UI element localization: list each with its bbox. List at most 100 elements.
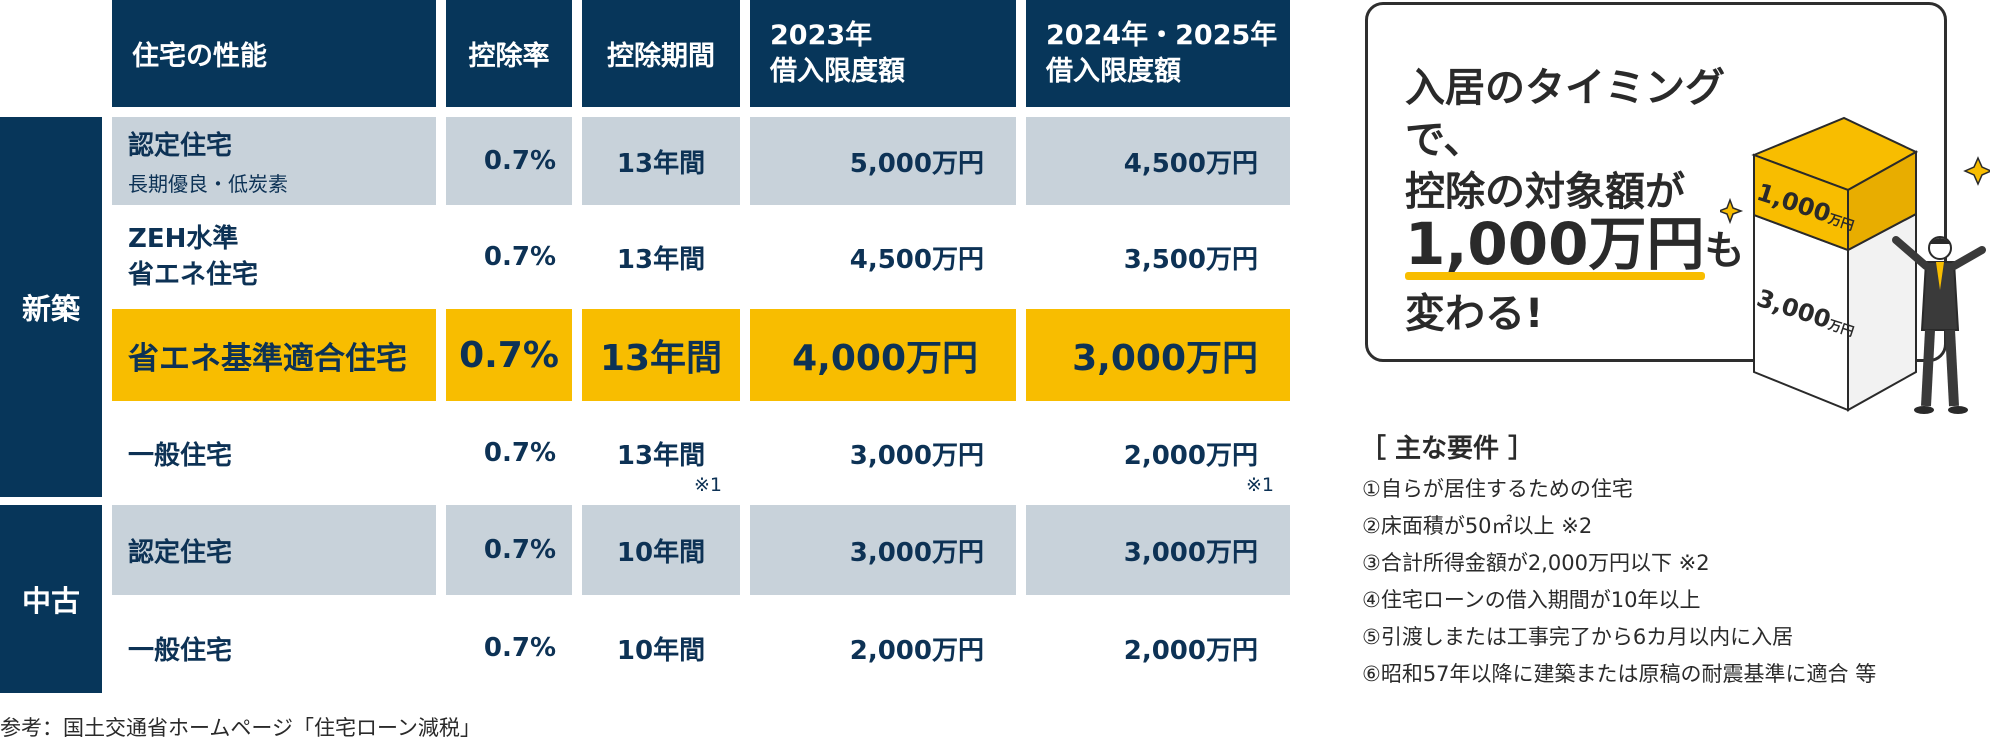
row-5-rate: 0.7% — [446, 505, 572, 595]
row-4-period-value: 13年間 — [616, 440, 706, 471]
header-limit-2023-line1: 2023年 — [770, 19, 873, 51]
row-4-limit-2024: 2,000万円 — [1026, 409, 1290, 497]
row-2-name-line1: ZEH水準 — [128, 224, 239, 254]
row-4-rate-value: 0.7% — [483, 438, 556, 468]
row-6-limit-2023: 2,000万円 — [750, 603, 1016, 693]
row-6-period: 10年間 — [582, 603, 740, 693]
header-limit-2024: 2024年・2025年 借入限度額 — [1026, 0, 1290, 107]
requirement-item: ①自らが居住するための住宅 — [1362, 477, 1633, 501]
sparkle-icon — [1963, 156, 1990, 186]
row-3-period-value: 13年間 — [599, 338, 723, 379]
row-4-name-label: 一般住宅 — [128, 440, 233, 471]
section-new: 新築 — [0, 117, 102, 497]
row-5-gap-b — [572, 505, 582, 595]
row-5-limit-2023-value: 3,000万円 — [849, 537, 984, 568]
row-3-limit-2023-value: 4,000万円 — [792, 338, 978, 379]
source-note-text: 参考：国土交通省ホームページ「住宅ローン減税」 — [0, 716, 481, 740]
row-6-rate-value: 0.7% — [483, 633, 556, 663]
row-5-gap-d — [1016, 505, 1026, 595]
source-note: 参考：国土交通省ホームページ「住宅ローン減税」 — [0, 712, 481, 742]
row-4-limit-2023: 3,000万円 — [750, 409, 1016, 497]
row-4-limit-2023-value: 3,000万円 — [849, 440, 984, 471]
header-rate: 控除率 — [446, 0, 572, 107]
callout-line3: 1,000万円も — [1405, 215, 1745, 288]
row-3-limit-2024-value: 3,000万円 — [1072, 338, 1258, 379]
row-5-limit-2024-value: 3,000万円 — [1123, 537, 1258, 568]
row-2-name-cell: ZEH水準 省エネ住宅 — [128, 213, 428, 301]
header-limit-2023-line2: 借入限度額 — [770, 55, 905, 87]
callout-text: 入居のタイミングで、 控除の対象額が 1,000万円も 変わる! — [1405, 62, 1745, 340]
row-1-name — [112, 117, 1290, 205]
row-6-limit-2024-value: 2,000万円 — [1123, 635, 1258, 666]
row-3-rate: 0.7% — [446, 309, 572, 401]
row-6-rate: 0.7% — [446, 603, 572, 693]
row-5-band — [112, 505, 1290, 595]
requirements-title-text: ［ 主な要件 ］ — [1360, 434, 1535, 464]
row-5-limit-2023: 3,000万円 — [750, 505, 1016, 595]
row-1-name-cell: 認定住宅 長期優良・低炭素 — [128, 117, 428, 205]
row-6-limit-2023-value: 2,000万円 — [849, 635, 984, 666]
row-1-limit-2023: 5,000万円 — [750, 117, 1016, 205]
row-2-name-line2: 省エネ住宅 — [128, 260, 259, 290]
row-2-rate-value: 0.7% — [483, 242, 556, 272]
row-6-name: 一般住宅 — [112, 603, 436, 693]
header-limit-2024-line2: 借入限度額 — [1046, 55, 1181, 87]
requirement-item: ⑥昭和57年以降に建築または原稿の耐震基準に適合 等 — [1362, 662, 1877, 686]
row-2-rate: 0.7% — [446, 213, 572, 301]
businessman-illustration — [1892, 236, 1986, 414]
row-2-limit-2023-value: 4,500万円 — [849, 244, 984, 275]
row-6-limit-2024: 2,000万円 — [1026, 603, 1290, 693]
section-used: 中古 — [0, 505, 102, 693]
requirement-item: ⑤引渡しまたは工事完了から6カ月以内に入居 — [1362, 625, 1794, 649]
row-3-period: 13年間 — [582, 309, 740, 401]
row-1-sub-label: 長期優良・低炭素 — [128, 172, 288, 196]
row-2-limit-2024: 3,500万円 — [1026, 213, 1290, 301]
header-performance-label: 住宅の性能 — [132, 41, 267, 72]
row-5-period-value: 10年間 — [616, 537, 706, 568]
row-1-limit-2024: 4,500万円 — [1026, 117, 1290, 205]
row-3-rate-value: 0.7% — [459, 334, 559, 376]
header-limit-2023: 2023年 借入限度額 — [750, 0, 1016, 107]
sparkle-icon — [1720, 197, 1744, 225]
row-5-rate-value: 0.7% — [483, 535, 556, 565]
row-3-limit-2023: 4,000万円 — [750, 309, 1016, 401]
requirement-item: ④住宅ローンの借入期間が10年以上 — [1362, 588, 1701, 612]
requirement-item: ③合計所得金額が2,000万円以下 ※2 — [1362, 551, 1710, 575]
row-2-period: 13年間 — [582, 213, 740, 301]
row-6-period-value: 10年間 — [616, 635, 706, 666]
row-4-limit-footnote: ※1 — [1246, 474, 1274, 496]
row-1-rate-value: 0.7% — [483, 146, 556, 176]
row-3-name: 省エネ基準適合住宅 — [112, 309, 436, 401]
row-1-limit-2024-value: 4,500万円 — [1123, 148, 1258, 179]
box-illustration — [1720, 116, 1990, 414]
row-2-period-value: 13年間 — [616, 244, 706, 275]
footnote-mark-limit: ※1 — [1246, 474, 1275, 496]
requirements-title: ［ 主な要件 ］ — [1360, 428, 1534, 465]
row-1-gap-a — [436, 117, 446, 205]
callout-line1: 入居のタイミングで、 — [1405, 65, 1725, 163]
footnote-mark-period: ※1 — [694, 474, 723, 496]
row-5-name-label: 認定住宅 — [128, 537, 233, 568]
row-3-name-label: 省エネ基準適合住宅 — [128, 340, 407, 377]
row-3-limit-2024: 3,000万円 — [1026, 309, 1290, 401]
requirement-item: ②床面積が50㎡以上 ※2 — [1362, 514, 1593, 538]
section-used-label: 中古 — [21, 584, 80, 618]
row-1-name-label: 認定住宅 — [128, 131, 233, 161]
callout-suffix: も — [1704, 228, 1745, 274]
row-5-gap-a — [436, 505, 446, 595]
row-4-limit-2024-value: 2,000万円 — [1123, 440, 1258, 471]
callout-line4: 変わる! — [1405, 291, 1544, 337]
row-1-gap-c — [740, 117, 750, 205]
row-1-gap-d — [1016, 117, 1026, 205]
row-4-period: 13年間 — [582, 409, 740, 497]
header-performance: 住宅の性能 — [112, 0, 436, 107]
header-period-label: 控除期間 — [607, 41, 715, 72]
row-1-gap-b — [572, 117, 582, 205]
callout-line2: 控除の対象額が — [1405, 169, 1685, 215]
callout-underline — [1405, 272, 1705, 280]
row-5-period: 10年間 — [582, 505, 740, 595]
row-1-rate: 0.7% — [446, 117, 572, 205]
top-box-side — [1847, 150, 1917, 252]
row-6-name-label: 一般住宅 — [128, 635, 233, 666]
row-1-period-value: 13年間 — [616, 148, 706, 179]
